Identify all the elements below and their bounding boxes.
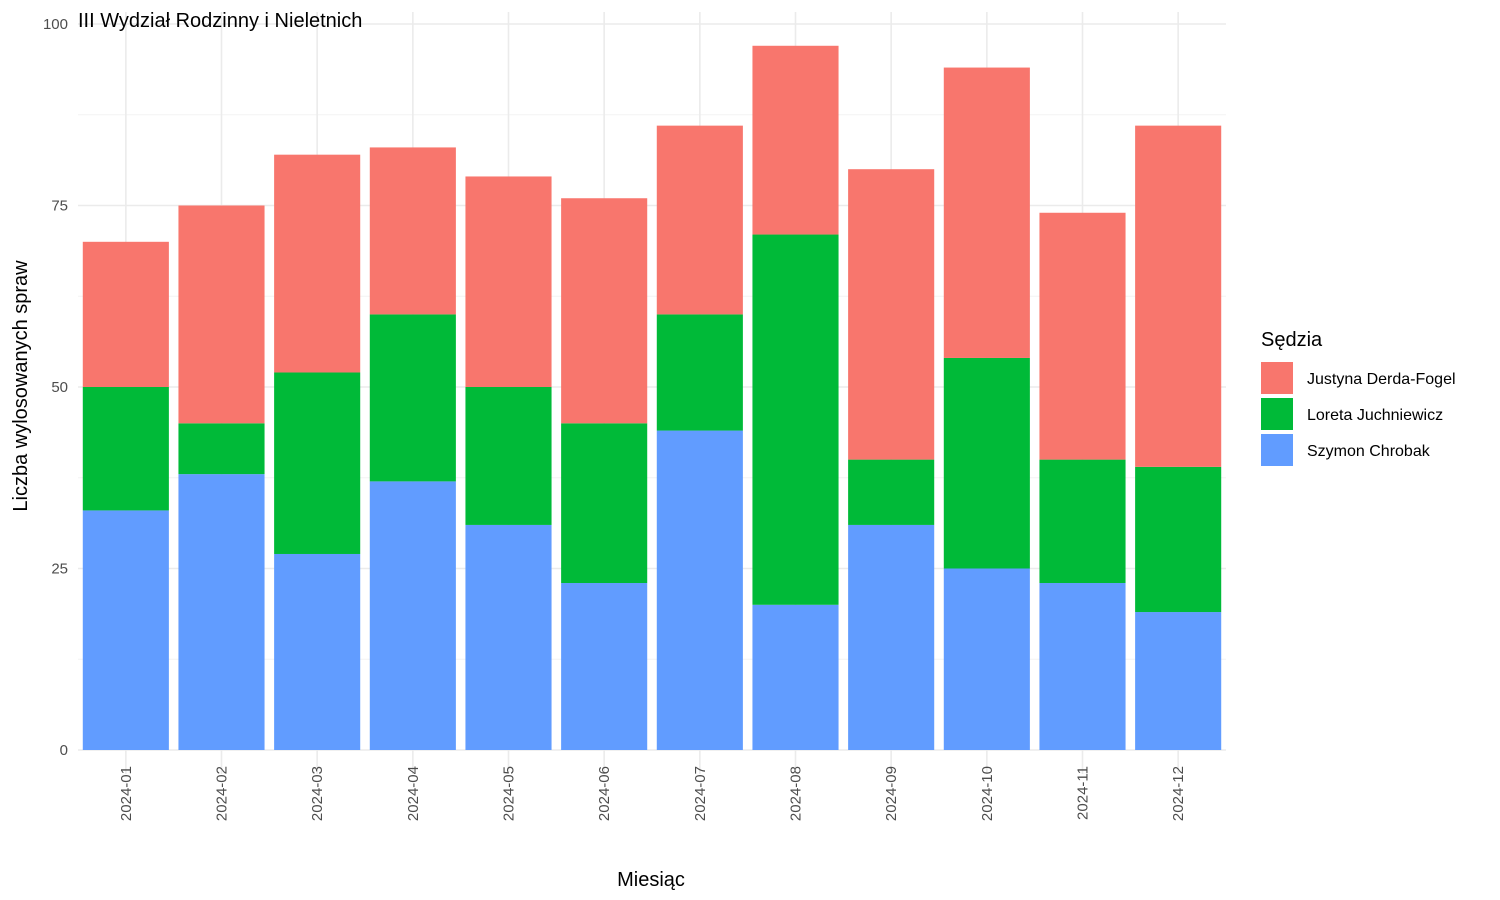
legend: Sędzia Justyna Derda-Fogel Loreta Juchnie… bbox=[1261, 329, 1456, 466]
x-tick-label: 2024-07 bbox=[692, 766, 709, 821]
x-tick-label: 2024-10 bbox=[979, 766, 996, 821]
x-tick-label: 2024-02 bbox=[214, 766, 231, 821]
y-tick-label: 75 bbox=[51, 198, 68, 215]
bar-segment bbox=[848, 459, 935, 525]
x-tick-label: 2024-04 bbox=[405, 766, 422, 821]
bar-segment bbox=[465, 387, 552, 525]
bars bbox=[82, 45, 1222, 750]
x-tick-label: 2024-09 bbox=[883, 766, 900, 821]
x-tick-label: 2024-05 bbox=[501, 766, 518, 821]
legend-swatch bbox=[1261, 398, 1293, 430]
bar-segment bbox=[274, 154, 361, 373]
bar-segment bbox=[1039, 212, 1126, 460]
bar-segment bbox=[1039, 459, 1126, 584]
y-tick-label: 50 bbox=[51, 379, 68, 396]
bar-segment bbox=[369, 147, 456, 315]
bar-segment bbox=[752, 45, 839, 235]
x-tick-label: 2024-11 bbox=[1075, 766, 1092, 820]
bar-segment bbox=[561, 423, 648, 584]
bar-segment bbox=[82, 510, 169, 750]
chart-title: III Wydział Rodzinny i Nieletnich bbox=[78, 10, 362, 32]
bar-segment bbox=[178, 205, 265, 424]
y-tick-label: 25 bbox=[51, 561, 68, 578]
x-tick-label: 2024-06 bbox=[596, 766, 613, 821]
x-axis-ticks: 2024-01 2024-02 2024-03 2024-04 2024-05 2024-… bbox=[118, 766, 1187, 821]
y-tick-label: 0 bbox=[60, 742, 68, 759]
bar-segment bbox=[274, 372, 361, 554]
bar-segment bbox=[465, 524, 552, 750]
legend-swatch bbox=[1261, 434, 1293, 466]
bar-segment bbox=[178, 474, 265, 750]
x-axis-title: Miesiąc bbox=[617, 869, 685, 891]
bar-segment bbox=[752, 604, 839, 750]
x-tick-label: 2024-01 bbox=[118, 766, 135, 821]
x-tick-label: 2024-12 bbox=[1170, 766, 1187, 821]
bar-segment bbox=[656, 314, 743, 431]
bar-segment bbox=[82, 387, 169, 511]
bar-segment bbox=[465, 176, 552, 387]
legend-title: Sędzia bbox=[1261, 329, 1323, 351]
bar-segment bbox=[1039, 583, 1126, 750]
bar-segment bbox=[943, 357, 1030, 569]
bar-segment bbox=[1135, 612, 1222, 750]
bar-segment bbox=[369, 481, 456, 750]
bar-segment bbox=[369, 314, 456, 482]
bar-segment bbox=[943, 67, 1030, 358]
bar-segment bbox=[561, 198, 648, 424]
bar-segment bbox=[1135, 466, 1222, 613]
legend-label: Loreta Juchniewicz bbox=[1307, 407, 1443, 424]
legend-label: Szymon Chrobak bbox=[1307, 443, 1431, 460]
y-tick-label: 100 bbox=[43, 16, 68, 33]
x-tick-label: 2024-08 bbox=[788, 766, 805, 821]
bar-segment bbox=[1135, 125, 1222, 467]
bar-segment bbox=[561, 583, 648, 750]
bar-segment bbox=[656, 125, 743, 315]
y-axis-title: Liczba wylosowanych spraw bbox=[10, 260, 32, 512]
bar-segment bbox=[752, 234, 839, 605]
legend-items: Justyna Derda-Fogel Loreta Juchniewicz Szy… bbox=[1261, 362, 1456, 466]
legend-swatch bbox=[1261, 362, 1293, 394]
x-tick-label: 2024-03 bbox=[309, 766, 326, 821]
legend-label: Justyna Derda-Fogel bbox=[1307, 371, 1456, 388]
bar-segment bbox=[848, 169, 935, 460]
bar-segment bbox=[943, 568, 1030, 750]
bar-segment bbox=[82, 241, 169, 387]
bar-segment bbox=[848, 524, 935, 750]
y-axis-ticks: 0 25 50 75 100 bbox=[43, 16, 68, 759]
bar-segment bbox=[274, 553, 361, 750]
bar-segment bbox=[656, 430, 743, 750]
bar-segment bbox=[178, 423, 265, 475]
